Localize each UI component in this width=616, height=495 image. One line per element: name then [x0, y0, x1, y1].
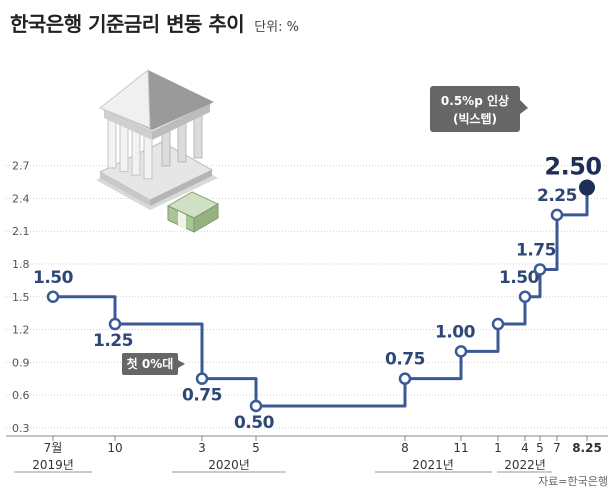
- data-point: [46, 290, 60, 304]
- y-tick-label: 2.7: [12, 160, 30, 173]
- money-band: [178, 211, 186, 229]
- bank-building-icon: [96, 68, 218, 210]
- data-label: 0.50: [234, 413, 275, 433]
- x-tick-label: 8: [401, 441, 409, 455]
- callout-box: [122, 353, 178, 375]
- data-label: 1.75: [516, 240, 556, 260]
- callout-text-bigstep-sub: (빅스텝): [453, 112, 497, 126]
- x-tick-label: 5: [252, 441, 260, 455]
- bank-entablature-front: [104, 110, 152, 140]
- y-tick-label: 0.6: [12, 389, 30, 402]
- money-stack-icon: [166, 191, 220, 233]
- y-tick-label: 1.2: [12, 324, 30, 337]
- data-point: [533, 263, 547, 276]
- data-label: 1.25: [93, 331, 133, 351]
- x-tick-label: 7월: [44, 441, 63, 455]
- year-label: 2021년: [412, 458, 454, 472]
- x-tick-label: 11: [453, 441, 468, 455]
- source-label: 자료=한국은행: [538, 475, 608, 488]
- x-tick-label: 3: [198, 441, 206, 455]
- y-tick-label: 1.5: [12, 291, 30, 304]
- y-tick-label: 0.9: [12, 356, 30, 369]
- bank-base-side: [150, 170, 212, 206]
- bank-base-front: [100, 172, 150, 206]
- callout-text-bigstep: 0.5%p 인상: [441, 93, 509, 108]
- callout-box-bigstep: [430, 86, 520, 132]
- chart-header: 한국은행 기준금리 변동 추이 단위: %: [10, 8, 299, 38]
- unit-label: 단위: %: [254, 20, 299, 35]
- data-label: 0.75: [385, 350, 425, 370]
- data-point-final: [579, 179, 595, 196]
- data-label-final: 2.50: [544, 153, 601, 181]
- year-label: 2019년: [32, 458, 74, 472]
- callout-text: 첫 0%대: [127, 356, 174, 371]
- y-tick-label: 2.1: [12, 225, 30, 238]
- data-point: [454, 345, 468, 358]
- data-point: [518, 290, 532, 304]
- x-tick-label: 4: [521, 441, 529, 455]
- data-label: 2.25: [537, 186, 577, 206]
- callout-pointer-bigstep: [520, 100, 528, 114]
- callout-pointer: [178, 360, 185, 368]
- data-label: 0.75: [182, 386, 222, 406]
- data-label: 1.50: [499, 268, 540, 288]
- year-label: 2022년: [504, 458, 546, 472]
- bank-entablature-side: [152, 104, 210, 140]
- data-label: 1.00: [435, 322, 476, 342]
- data-point: [249, 399, 263, 413]
- data-point: [491, 317, 505, 331]
- x-tick-label: 1: [494, 441, 502, 455]
- x-tick-label: 10: [107, 441, 122, 455]
- data-point: [398, 372, 412, 385]
- data-point: [195, 372, 209, 385]
- x-tick-label: 7: [553, 441, 561, 455]
- bank-pediment: [99, 68, 151, 129]
- y-tick-label: 0.3: [12, 422, 30, 435]
- data-point: [108, 317, 122, 331]
- y-tick-label: 1.8: [12, 258, 30, 271]
- chart-title: 한국은행 기준금리 변동 추이: [10, 12, 245, 36]
- x-tick-label: 5: [536, 441, 544, 455]
- year-label: 2020년: [208, 458, 250, 472]
- x-tick-label: 8.25: [572, 441, 602, 455]
- data-point: [550, 208, 564, 222]
- y-tick-label: 2.4: [12, 192, 30, 205]
- data-label: 1.50: [33, 268, 74, 288]
- money-side: [193, 203, 219, 233]
